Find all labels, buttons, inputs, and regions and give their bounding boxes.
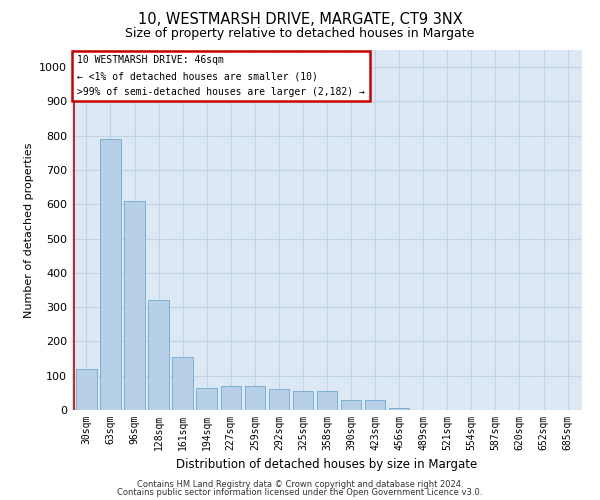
Bar <box>172 357 193 410</box>
Bar <box>317 391 337 410</box>
Text: Contains HM Land Registry data © Crown copyright and database right 2024.: Contains HM Land Registry data © Crown c… <box>137 480 463 489</box>
Y-axis label: Number of detached properties: Number of detached properties <box>23 142 34 318</box>
Bar <box>293 391 313 410</box>
Bar <box>341 400 361 410</box>
Bar <box>196 388 217 410</box>
Bar <box>269 390 289 410</box>
Bar <box>76 369 97 410</box>
Bar <box>148 300 169 410</box>
Text: Size of property relative to detached houses in Margate: Size of property relative to detached ho… <box>125 28 475 40</box>
Bar <box>221 386 241 410</box>
Text: Contains public sector information licensed under the Open Government Licence v3: Contains public sector information licen… <box>118 488 482 497</box>
Bar <box>124 201 145 410</box>
Bar <box>365 400 385 410</box>
Bar <box>100 139 121 410</box>
Bar <box>389 408 409 410</box>
Text: 10, WESTMARSH DRIVE, MARGATE, CT9 3NX: 10, WESTMARSH DRIVE, MARGATE, CT9 3NX <box>137 12 463 28</box>
Text: 10 WESTMARSH DRIVE: 46sqm
← <1% of detached houses are smaller (10)
>99% of semi: 10 WESTMARSH DRIVE: 46sqm ← <1% of detac… <box>77 56 365 96</box>
Bar <box>245 386 265 410</box>
X-axis label: Distribution of detached houses by size in Margate: Distribution of detached houses by size … <box>176 458 478 471</box>
